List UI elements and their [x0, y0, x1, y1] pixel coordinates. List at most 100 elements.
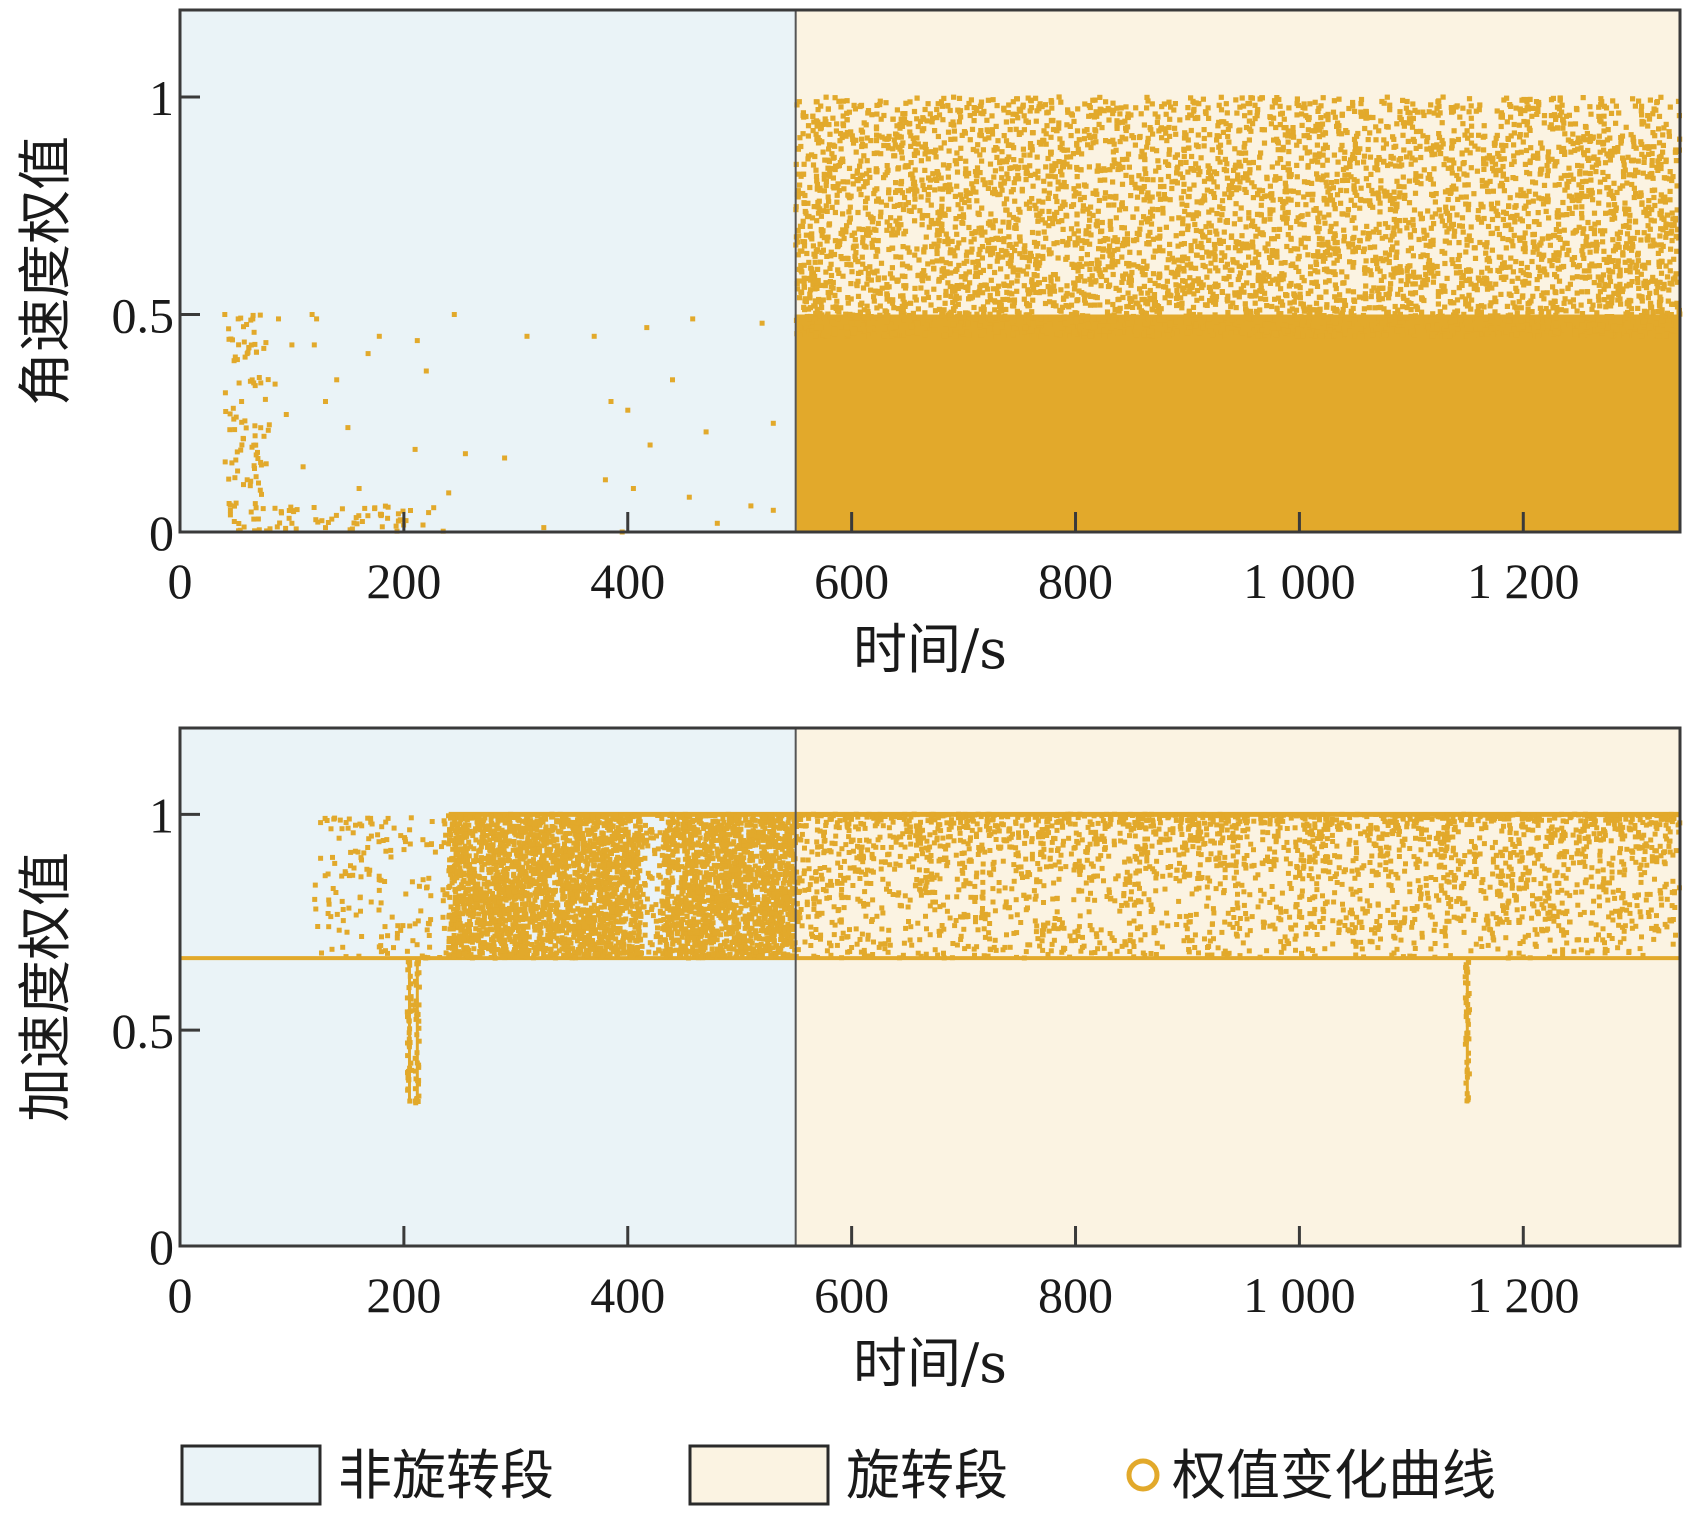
data-point: [929, 243, 935, 250]
data-point: [965, 287, 971, 293]
data-point: [1340, 306, 1346, 313]
data-point: [289, 342, 295, 348]
data-point: [1436, 98, 1442, 104]
data-point: [853, 137, 859, 143]
data-point: [884, 282, 890, 288]
data-point: [1060, 164, 1067, 170]
data-point: [926, 224, 932, 230]
data-point: [1173, 282, 1179, 288]
data-point: [1288, 262, 1294, 269]
data-point: [1411, 269, 1417, 275]
data-point: [894, 107, 900, 113]
data-point: [824, 208, 830, 214]
data-point: [957, 108, 964, 114]
data-point: [1184, 330, 1191, 336]
data-point: [1601, 128, 1607, 134]
data-point: [1448, 319, 1455, 325]
data-point: [812, 273, 818, 279]
data-point: [1351, 297, 1357, 303]
data-point: [1337, 332, 1343, 338]
data-point: [1175, 271, 1181, 278]
data-point: [993, 322, 999, 328]
data-point: [1087, 134, 1093, 140]
data-point: [1562, 151, 1568, 157]
data-point: [1641, 154, 1647, 160]
data-point: [870, 331, 876, 337]
data-point: [1526, 224, 1532, 230]
data-point: [1627, 235, 1633, 242]
data-point: [1320, 258, 1326, 264]
data-point: [272, 505, 278, 511]
data-point: [1219, 212, 1225, 218]
data-point: [1030, 282, 1036, 288]
data-point: [1403, 105, 1409, 111]
data-point: [1013, 241, 1019, 247]
data-point: [1466, 201, 1472, 207]
data-point: [1215, 156, 1221, 162]
data-point: [1269, 303, 1275, 310]
data-point: [861, 315, 867, 321]
data-point: [1556, 221, 1562, 227]
data-point: [1490, 165, 1496, 171]
data-point: [1047, 291, 1053, 297]
data-point: [874, 102, 880, 108]
data-point: [1436, 103, 1442, 109]
data-point: [1154, 148, 1160, 154]
data-point: [1056, 159, 1062, 165]
data-point: [1523, 147, 1530, 154]
data-point: [242, 354, 248, 360]
data-point: [1013, 111, 1019, 117]
data-point: [998, 166, 1004, 172]
data-point: [1563, 113, 1569, 119]
data-point: [895, 202, 901, 208]
data-point: [1449, 138, 1455, 144]
data-point: [1574, 274, 1580, 280]
data-point: [1345, 288, 1351, 294]
data-point: [1660, 318, 1666, 324]
data-point: [1601, 121, 1607, 127]
data-point: [1121, 225, 1127, 231]
data-point: [1086, 224, 1092, 230]
data-point: [1616, 326, 1622, 333]
data-point: [959, 329, 965, 335]
data-point: [1487, 178, 1493, 184]
data-point: [1152, 111, 1158, 117]
data-point: [1409, 124, 1416, 130]
data-point: [823, 203, 829, 209]
data-point: [1508, 103, 1514, 109]
data-point: [1630, 96, 1636, 102]
data-point: [1294, 218, 1300, 224]
data-point: [1061, 159, 1067, 165]
data-point: [1004, 274, 1010, 280]
data-point: [1489, 247, 1495, 253]
data-point: [1293, 294, 1299, 300]
data-point: [1125, 290, 1131, 296]
data-point: [248, 317, 254, 323]
data-point: [1351, 183, 1357, 189]
data-point: [1647, 318, 1653, 324]
data-point: [861, 153, 867, 159]
data-point: [1045, 284, 1051, 290]
data-point: [1544, 272, 1550, 278]
data-point: [1192, 328, 1198, 334]
data-point: [261, 433, 267, 439]
data-point: [1235, 176, 1241, 182]
data-point: [1479, 280, 1486, 286]
data-point: [1638, 271, 1644, 277]
data-point: [1425, 208, 1431, 214]
data-point: [943, 332, 949, 339]
data-point: [1624, 231, 1631, 237]
data-point: [1544, 162, 1550, 169]
data-point: [353, 515, 359, 521]
data-point: [1299, 213, 1305, 219]
data-point: [1067, 123, 1073, 129]
data-point: [1634, 262, 1640, 268]
data-point: [852, 237, 858, 243]
data-point: [1514, 288, 1520, 294]
data-point: [1441, 326, 1447, 332]
data-point: [860, 226, 866, 233]
data-point: [1388, 161, 1394, 167]
data-point: [1214, 319, 1220, 325]
data-point: [1114, 239, 1120, 245]
data-point: [266, 422, 272, 428]
